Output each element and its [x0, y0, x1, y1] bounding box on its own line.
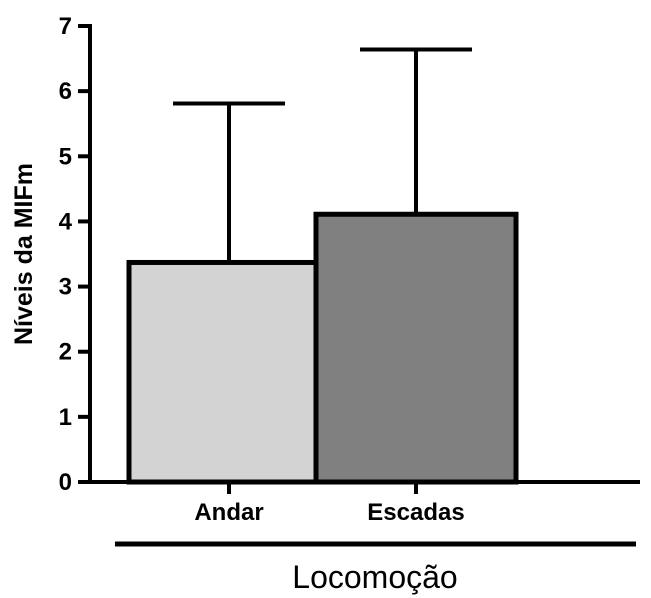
bar-escadas — [313, 211, 519, 485]
bar-andar — [126, 259, 332, 485]
x-tick-label-escadas: Escadas — [367, 499, 464, 526]
y-tick-label-6: 6 — [59, 78, 72, 105]
y-tick-label-1: 1 — [59, 404, 72, 431]
y-tick-label-4: 4 — [59, 208, 73, 235]
y-tick-label-5: 5 — [59, 143, 72, 170]
error-bars — [173, 47, 472, 263]
x-ticks: Andar Escadas — [194, 482, 465, 526]
bars — [126, 211, 519, 485]
y-tick-label-7: 7 — [59, 13, 72, 40]
y-tick-label-2: 2 — [59, 339, 72, 366]
axes — [88, 24, 640, 484]
y-tick-label-0: 0 — [59, 469, 72, 496]
y-tick-label-3: 3 — [59, 274, 72, 301]
group-label: Locomoção — [292, 559, 457, 595]
y-ticks: 0 1 2 3 4 5 6 7 — [59, 13, 90, 496]
x-tick-label-andar: Andar — [194, 499, 263, 526]
y-axis-label: Níveis da MIFm — [10, 163, 38, 345]
